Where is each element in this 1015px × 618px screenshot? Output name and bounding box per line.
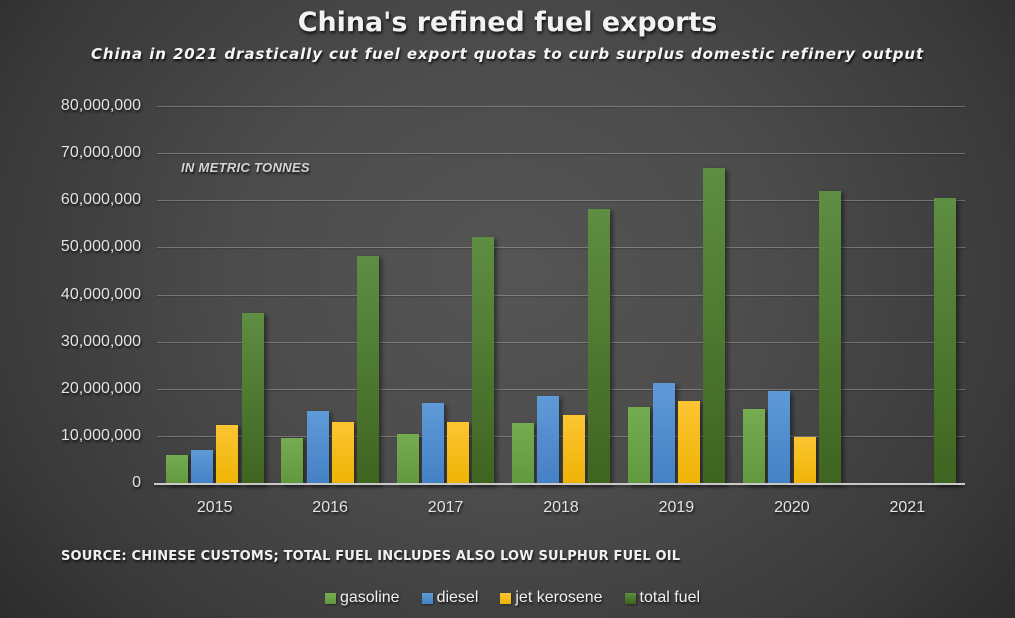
y-tick-label: 40,000,000 [60,285,141,303]
legend-label: total fuel [639,589,701,606]
x-tick-label: 2021 [889,499,926,516]
legend-item-gasoline: gasoline [324,589,400,607]
y-tick-label: 20,000,000 [60,379,141,397]
bar-total-fuel-2015 [241,312,264,485]
legend-label: diesel [436,589,479,606]
legend-swatch-diesel [421,592,433,604]
legend-item-diesel: diesel [421,589,479,607]
gridline [157,388,965,390]
bar-gasoline-2019 [627,407,650,485]
x-tick-label: 2016 [312,499,348,516]
unit-note-label: IN METRIC TONNES [181,160,310,175]
y-tick-label: 30,000,000 [60,332,141,350]
bar-total-fuel-2019 [703,167,726,485]
bar-total-fuel-2018 [587,208,610,485]
bar-total-fuel-2020 [818,191,841,485]
gridline [157,341,965,343]
bar-total-fuel-2021 [934,198,957,485]
bar-total-fuel-2016 [356,255,379,485]
bar-diesel-2015 [191,449,214,485]
legend-label: gasoline [339,589,400,606]
bar-jet-kerosene-2019 [678,401,700,485]
bar-gasoline-2020 [743,409,766,485]
source-note: SOURCE: CHINESE CUSTOMS; TOTAL FUEL INCL… [61,549,681,564]
x-axis-line [154,483,965,485]
chart-subtitle: China in 2021 drastically cut fuel expor… [90,45,925,63]
x-tick-label: 2020 [774,499,810,516]
bar-jet-kerosene-2018 [562,415,585,485]
gridline [157,435,965,437]
bar-diesel-2017 [422,402,444,485]
x-tick-label: 2018 [543,499,579,516]
bar-diesel-2018 [537,396,560,485]
bar-jet-kerosene-2015 [216,425,239,485]
bar-jet-kerosene-2016 [331,422,354,485]
bar-gasoline-2017 [396,433,419,485]
gridline [157,153,965,155]
gridline [157,247,965,249]
y-tick-label: 60,000,000 [60,191,141,209]
bar-jet-kerosene-2020 [793,436,816,485]
x-tick-label: 2015 [196,499,233,516]
y-tick-label: 70,000,000 [60,144,141,162]
bar-jet-kerosene-2017 [447,422,470,485]
legend-item-jet-kerosene: jet kerosene [500,589,603,607]
chart-title: China's refined fuel exports [297,7,718,38]
legend-swatch-jet-kerosene [500,592,512,604]
y-tick-label: 50,000,000 [60,238,141,256]
gridline [157,200,965,202]
y-tick-label: 0 [132,474,141,491]
gridline [157,106,965,107]
legend: gasoline diesel jet kerosene total fuel [5,589,1015,607]
x-tick-label: 2019 [658,499,695,516]
legend-swatch-total-fuel [624,592,636,604]
y-tick-label: 10,000,000 [60,426,141,444]
bar-total-fuel-2017 [472,236,495,485]
bar-gasoline-2018 [512,423,535,485]
legend-swatch-gasoline [324,592,336,604]
bar-diesel-2016 [306,410,329,485]
gridline [157,294,965,296]
legend-label: jet kerosene [515,589,603,606]
bar-diesel-2019 [652,382,675,485]
y-tick-label: 80,000,000 [60,97,141,114]
x-tick-label: 2017 [427,499,464,516]
legend-item-total-fuel: total fuel [624,589,701,607]
bar-gasoline-2016 [281,438,304,485]
bar-diesel-2020 [768,390,791,485]
bar-gasoline-2015 [165,455,188,485]
